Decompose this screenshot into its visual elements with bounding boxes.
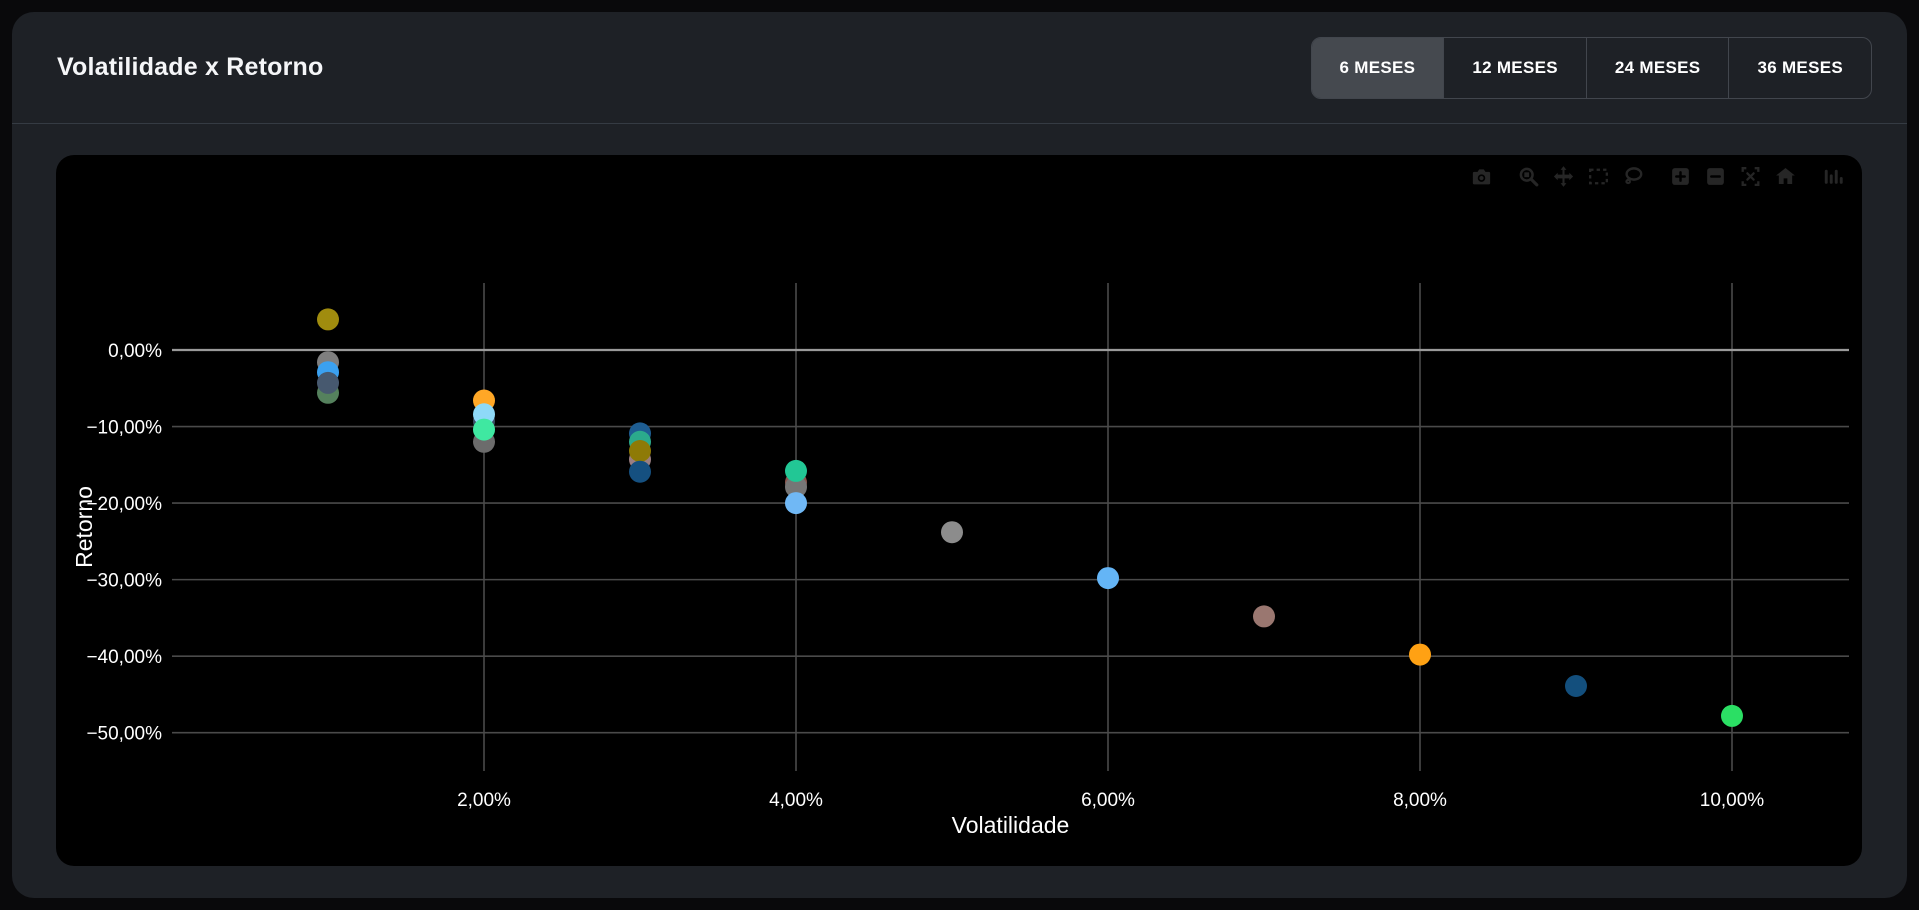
header-divider xyxy=(12,123,1907,124)
modebar-group xyxy=(1663,163,1803,190)
plotly-modebar xyxy=(1452,163,1850,190)
box-select-icon[interactable] xyxy=(1585,163,1612,190)
scatter-point[interactable] xyxy=(1409,643,1431,666)
reset-axes-icon[interactable] xyxy=(1772,163,1799,190)
x-tick-label: 8,00% xyxy=(1393,790,1447,811)
scatter-point[interactable] xyxy=(1253,605,1275,628)
y-tick-label: −30,00% xyxy=(86,571,162,592)
y-tick-label: −20,00% xyxy=(86,494,162,515)
scatter-point[interactable] xyxy=(785,476,807,498)
modebar-group xyxy=(1815,163,1850,190)
scatter-point[interactable] xyxy=(941,521,963,544)
x-tick-label: 4,00% xyxy=(769,790,823,811)
plot-drag-area[interactable] xyxy=(172,283,1849,771)
x-tick-label: 2,00% xyxy=(457,790,511,811)
zoom-in-icon[interactable] xyxy=(1667,163,1694,190)
lasso-select-icon[interactable] xyxy=(1620,163,1647,190)
scatter-point[interactable] xyxy=(785,492,807,515)
pan-icon[interactable] xyxy=(1550,163,1577,190)
tab-24-meses[interactable]: 24 MESES xyxy=(1585,37,1729,98)
modebar-group xyxy=(1464,163,1499,190)
y-axis-title: Retorno xyxy=(71,486,97,568)
scatter-point[interactable] xyxy=(473,403,495,426)
zoom-out-icon[interactable] xyxy=(1702,163,1729,190)
y-tick-label: −10,00% xyxy=(86,418,162,439)
page-title: Volatilidade x Retorno xyxy=(57,53,324,81)
x-tick-label: 6,00% xyxy=(1081,790,1135,811)
tab-36-meses[interactable]: 36 MESES xyxy=(1728,37,1871,98)
plotly-logo-icon[interactable] xyxy=(1819,163,1846,190)
scatter-point[interactable] xyxy=(629,460,651,483)
period-tabs: 6 MESES 12 MESES 24 MESES 36 MESES xyxy=(1310,36,1872,99)
scatter-point[interactable] xyxy=(785,459,807,482)
volatility-return-card: Volatilidade x Retorno 6 MESES 12 MESES … xyxy=(12,12,1907,898)
tab-12-meses[interactable]: 12 MESES xyxy=(1443,37,1586,98)
scatter-point[interactable] xyxy=(1097,567,1119,590)
zoom-icon[interactable] xyxy=(1515,163,1542,190)
scatter-point[interactable] xyxy=(1721,704,1743,727)
y-tick-label: −50,00% xyxy=(86,724,162,745)
scatter-chart: 0,00% −10,00% −20,00% −30,00% −40,00% −50,00%… xyxy=(71,283,1849,838)
autoscale-icon[interactable] xyxy=(1737,163,1764,190)
modebar-group xyxy=(1511,163,1651,190)
scatter-point[interactable] xyxy=(1565,675,1587,697)
scatter-point[interactable] xyxy=(317,371,339,394)
x-axis-title: Volatilidade xyxy=(952,812,1070,838)
scatter-point[interactable] xyxy=(629,440,651,462)
x-tick-label: 10,00% xyxy=(1700,790,1765,811)
camera-icon[interactable] xyxy=(1468,163,1495,190)
scatter-point[interactable] xyxy=(473,418,495,441)
scatter-chart-panel: 0,00% −10,00% −20,00% −30,00% −40,00% −50,00%… xyxy=(56,155,1862,866)
scatter-point[interactable] xyxy=(317,308,339,331)
y-tick-label: −40,00% xyxy=(86,647,162,668)
y-tick-label: 0,00% xyxy=(108,341,162,362)
card-header: Volatilidade x Retorno 6 MESES 12 MESES … xyxy=(12,12,1907,123)
tab-6-meses[interactable]: 6 MESES xyxy=(1311,37,1444,98)
